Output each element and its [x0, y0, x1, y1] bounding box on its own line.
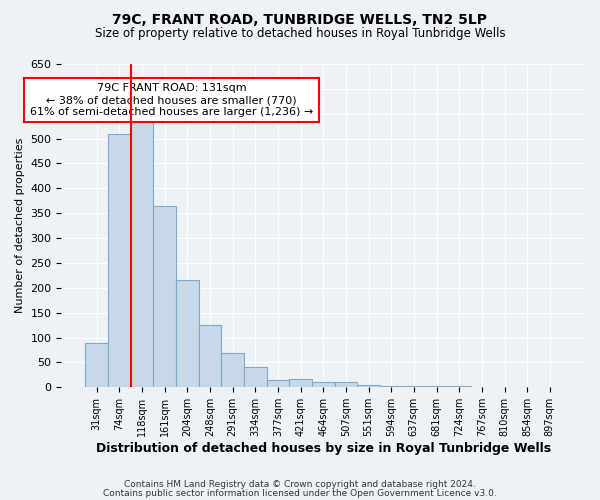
Text: 79C, FRANT ROAD, TUNBRIDGE WELLS, TN2 5LP: 79C, FRANT ROAD, TUNBRIDGE WELLS, TN2 5L…: [113, 12, 487, 26]
Text: Contains HM Land Registry data © Crown copyright and database right 2024.: Contains HM Land Registry data © Crown c…: [124, 480, 476, 489]
Y-axis label: Number of detached properties: Number of detached properties: [15, 138, 25, 314]
Bar: [221, 352, 244, 388]
Bar: [425, 386, 448, 388]
X-axis label: Distribution of detached houses by size in Royal Tunbridge Wells: Distribution of detached houses by size …: [95, 442, 551, 455]
Bar: [403, 386, 425, 388]
Bar: [357, 385, 380, 388]
Bar: [289, 379, 312, 388]
Bar: [266, 380, 289, 388]
Bar: [448, 386, 470, 388]
Text: Contains public sector information licensed under the Open Government Licence v3: Contains public sector information licen…: [103, 489, 497, 498]
Bar: [199, 325, 221, 388]
Bar: [244, 368, 266, 388]
Bar: [153, 206, 176, 388]
Bar: [176, 280, 199, 388]
Text: 79C FRANT ROAD: 131sqm
← 38% of detached houses are smaller (770)
61% of semi-de: 79C FRANT ROAD: 131sqm ← 38% of detached…: [30, 84, 313, 116]
Bar: [131, 121, 153, 388]
Bar: [335, 382, 357, 388]
Bar: [312, 382, 335, 388]
Bar: [85, 342, 108, 388]
Bar: [108, 134, 131, 388]
Text: Size of property relative to detached houses in Royal Tunbridge Wells: Size of property relative to detached ho…: [95, 28, 505, 40]
Bar: [380, 386, 403, 388]
